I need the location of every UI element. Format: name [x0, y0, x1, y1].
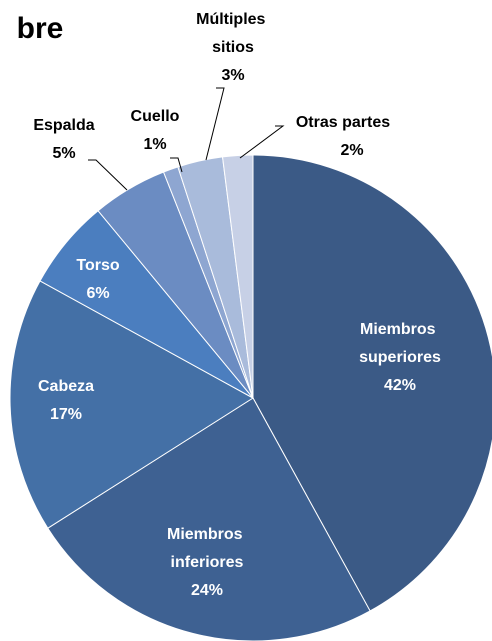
value-label: 42% — [384, 377, 416, 394]
value-label: 1% — [143, 136, 166, 153]
chart-title: bre — [17, 12, 64, 45]
label-line: Cuello — [131, 108, 180, 125]
slice-label: Múltiples sitios — [196, 11, 270, 56]
label-line: Torso — [76, 257, 119, 274]
leader-line — [239, 125, 285, 159]
label-line: Múltiples — [196, 11, 270, 28]
value-label: 24% — [191, 582, 223, 599]
pie-slice — [252, 154, 492, 612]
label-line: Espalda — [33, 117, 94, 134]
slice-label: Cabeza — [38, 378, 94, 395]
leader-line — [205, 87, 225, 161]
value-label: 6% — [86, 285, 109, 302]
value-label: 17% — [50, 406, 82, 423]
label-line: inferiores — [171, 554, 244, 571]
pie-slice — [9, 280, 254, 529]
pie-slice — [221, 154, 254, 399]
leader-line — [88, 159, 128, 191]
value-label: 5% — [52, 145, 75, 162]
label-line: Cabeza — [38, 378, 94, 395]
slice-label: Miembros superiores — [359, 321, 441, 366]
slice-label: Cuello — [131, 108, 180, 125]
label-line: Otras partes — [296, 114, 390, 131]
label-line: Miembros — [167, 526, 247, 543]
label-line: superiores — [359, 349, 441, 366]
value-label: 2% — [340, 142, 363, 159]
leader-line — [170, 157, 183, 173]
slice-label: Espalda — [33, 117, 94, 134]
label-line: Miembros — [360, 321, 440, 338]
value-label: 3% — [221, 67, 244, 84]
label-line: sitios — [212, 39, 254, 56]
pie-slice — [47, 397, 371, 641]
slice-label: Torso — [76, 257, 119, 274]
slice-label: Miembros inferiores — [167, 526, 247, 571]
slice-label: Otras partes — [296, 114, 390, 131]
